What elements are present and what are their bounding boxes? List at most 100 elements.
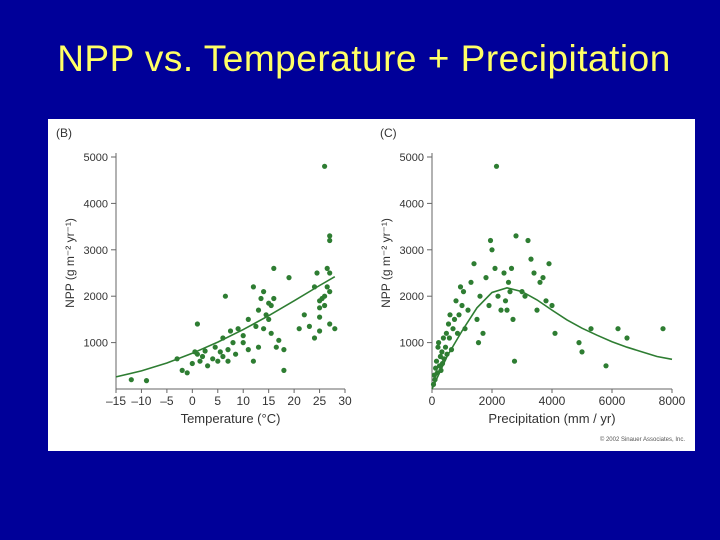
- data-point-b: [240, 333, 246, 339]
- data-point-c: [432, 377, 438, 383]
- figure-panel: (B) 1000 2000 3000 4000 5000 –15 –10 –5 0 5 10 15 20 2…: [48, 119, 695, 451]
- data-point-c: [492, 265, 498, 271]
- data-point-c: [454, 330, 461, 336]
- y-tick-label-c: 1000: [400, 338, 424, 350]
- x-axis-label-b: Temperature (°C): [181, 411, 281, 426]
- data-point-c: [522, 293, 528, 299]
- data-point-c: [519, 289, 525, 295]
- data-point-b: [220, 353, 226, 360]
- data-point-c: [502, 298, 509, 304]
- data-point-c: [447, 312, 453, 318]
- data-point-b: [184, 370, 190, 376]
- fit-curve-b: [115, 276, 336, 378]
- data-point-c: [543, 298, 549, 304]
- data-point-c: [552, 330, 558, 336]
- data-point-b: [235, 326, 241, 332]
- data-point-b: [296, 326, 302, 332]
- data-point-b: [245, 347, 251, 353]
- fit-curve-c: [431, 286, 673, 390]
- data-point-c: [510, 316, 516, 322]
- data-point-c: [435, 344, 441, 350]
- data-point-b: [210, 356, 216, 362]
- data-point-c: [588, 326, 594, 332]
- data-point-b: [268, 330, 274, 336]
- data-point-c: [534, 307, 540, 313]
- data-point-b: [266, 316, 272, 322]
- data-point-c: [448, 347, 455, 353]
- data-point-c: [660, 326, 666, 332]
- y-tick-label-b: 1000: [84, 338, 108, 350]
- data-point-b: [324, 265, 330, 271]
- data-point-c: [508, 265, 515, 271]
- data-point-c: [511, 358, 518, 364]
- data-point-b: [189, 360, 195, 367]
- x-axis-label-c: Precipitation (mm / yr): [488, 411, 615, 426]
- data-point-b: [194, 321, 200, 327]
- data-point-c: [493, 163, 500, 169]
- data-point-b: [281, 367, 287, 373]
- y-tick-label-c: 5000: [400, 152, 424, 164]
- data-point-c: [528, 256, 534, 262]
- data-point-b: [250, 358, 256, 364]
- data-point-c: [453, 298, 459, 304]
- data-point-b: [286, 275, 292, 281]
- data-point-c: [430, 381, 437, 387]
- data-point-b: [317, 314, 323, 320]
- data-point-b: [179, 367, 185, 373]
- data-point-c: [456, 312, 462, 318]
- data-point-b: [263, 312, 269, 318]
- data-point-b: [143, 378, 150, 384]
- x-tick-label-b: 5: [214, 394, 221, 408]
- data-point-c: [443, 330, 449, 336]
- data-point-c: [504, 307, 510, 313]
- y-tick-label-c: 2000: [400, 291, 424, 303]
- data-point-c: [446, 335, 452, 341]
- data-point-b: [314, 270, 320, 276]
- data-point-b: [220, 335, 226, 341]
- data-point-c: [442, 344, 449, 350]
- data-point-c: [460, 289, 467, 295]
- y-tick-label-b: 4000: [84, 198, 108, 210]
- data-point-b: [233, 351, 239, 357]
- x-tick-label-b: 30: [338, 394, 352, 408]
- copyright-notice: © 2002 Sinauer Associates, Inc.: [599, 437, 685, 443]
- data-point-b: [268, 302, 274, 309]
- data-point-c: [549, 302, 555, 309]
- data-point-b: [322, 293, 328, 299]
- x-tick-label-b: –10: [131, 394, 151, 408]
- data-point-c: [465, 307, 471, 313]
- y-tick-label-c: 3000: [400, 245, 424, 257]
- data-point-c: [531, 270, 537, 276]
- data-point-b: [332, 326, 338, 332]
- y-tick-label-b: 5000: [84, 152, 108, 164]
- data-point-c: [615, 326, 621, 332]
- data-point-b: [317, 305, 323, 311]
- data-point-b: [327, 289, 333, 295]
- data-point-b: [317, 328, 323, 334]
- data-point-c: [457, 284, 464, 290]
- data-point-c: [480, 330, 486, 336]
- x-tick-label-c: 0: [429, 394, 436, 408]
- x-tick-label-b: 25: [313, 394, 327, 408]
- data-point-b: [227, 328, 234, 334]
- data-point-b: [212, 344, 218, 350]
- x-tick-label-c: 6000: [599, 394, 626, 408]
- data-point-c: [462, 326, 468, 332]
- data-point-c: [477, 293, 483, 299]
- data-point-c: [513, 233, 519, 239]
- data-point-b: [327, 270, 333, 276]
- data-point-b: [276, 337, 282, 343]
- x-tick-label-c: 8000: [659, 394, 686, 408]
- data-point-c: [445, 321, 452, 327]
- data-point-c: [537, 279, 543, 285]
- data-point-b: [255, 344, 262, 350]
- data-point-c: [579, 349, 585, 355]
- x-tick-label-c: 2000: [479, 394, 506, 408]
- data-point-b: [215, 358, 221, 364]
- data-point-b: [327, 233, 333, 239]
- panel-label-c: (C): [380, 126, 397, 140]
- x-tick-label-c: 4000: [539, 394, 566, 408]
- data-point-c: [546, 261, 552, 267]
- data-point-c: [468, 279, 474, 285]
- data-point-c: [525, 237, 531, 244]
